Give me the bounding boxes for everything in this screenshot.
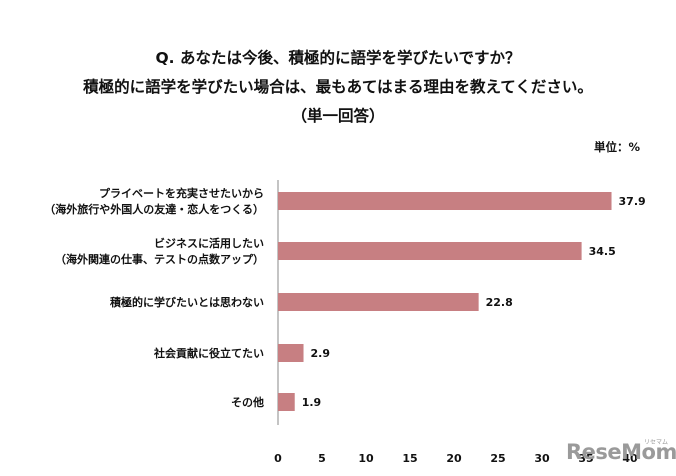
x-tick-label-5: 25 xyxy=(490,452,505,465)
x-tick-label-8: 40 xyxy=(622,452,638,465)
category-label-1-1: （海外関連の仕事、テストの点数アップ） xyxy=(55,252,264,266)
bar-value-label-2: 22.8 xyxy=(486,296,513,309)
category-label-1-0: ビジネスに活用したい xyxy=(154,236,264,250)
bar-3 xyxy=(278,344,304,362)
resemom-watermark-subtext: リセマム xyxy=(644,439,669,446)
bar-value-label-1: 34.5 xyxy=(589,245,616,258)
x-tick-label-1: 5 xyxy=(318,452,326,465)
unit-label: 単位：% xyxy=(593,140,640,154)
bar-value-label-3: 2.9 xyxy=(311,347,331,360)
category-label-2-0: 積極的に学びたいとは思わない xyxy=(109,295,264,309)
x-tick-label-7: 35 xyxy=(578,452,593,465)
x-tick-label-6: 30 xyxy=(534,452,550,465)
chart-title-line-3: （単一回答） xyxy=(291,107,385,125)
bar-value-label-4: 1.9 xyxy=(302,396,322,409)
chart-title-line-2: 積極的に語学を学びたい場合は、最もあてはまる理由を教えてください。 xyxy=(83,78,593,96)
bar-2 xyxy=(278,293,479,311)
bar-4 xyxy=(278,393,295,411)
x-tick-label-3: 15 xyxy=(402,452,417,465)
x-tick-label-4: 20 xyxy=(446,452,462,465)
x-tick-label-0: 0 xyxy=(274,452,282,465)
category-label-3-0: 社会貢献に役立てたい xyxy=(153,346,264,360)
bar-0 xyxy=(278,192,612,210)
bar-1 xyxy=(278,242,582,260)
bar-value-label-0: 37.9 xyxy=(619,195,646,208)
x-tick-label-2: 10 xyxy=(358,452,374,465)
category-label-0-0: プライベートを充実させたいから xyxy=(99,186,264,200)
resemom-watermark-logo: ReseMom xyxy=(566,440,676,464)
category-label-0-1: （海外旅行や外国人の友達・恋人をつくる） xyxy=(44,202,264,216)
chart-title-line-1: Q. あなたは今後、積極的に語学を学びたいですか？ xyxy=(155,49,521,67)
category-label-4-0: その他 xyxy=(231,395,264,409)
